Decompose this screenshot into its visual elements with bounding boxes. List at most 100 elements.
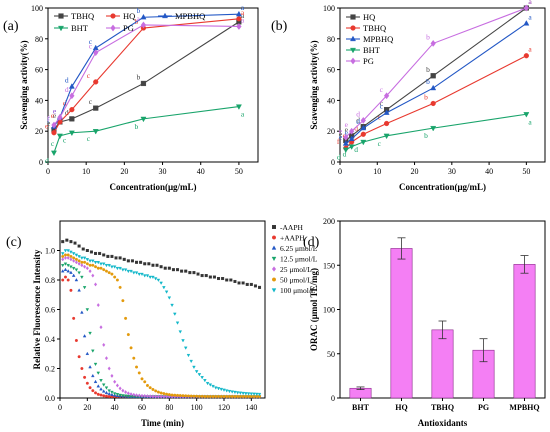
y-tick-label: 0 (39, 158, 43, 167)
data-point-minus-aaph (85, 248, 89, 252)
data-point-dose-6 (170, 303, 174, 308)
data-point-bht (92, 129, 99, 135)
data-point-dose-4 (83, 264, 87, 269)
data-point-dose-2 (82, 334, 87, 338)
data-point-dose-2 (77, 288, 81, 292)
legend-label: 50 μmol/L (280, 276, 312, 285)
data-point-dose-4 (63, 255, 68, 260)
data-point-dose-5 (137, 371, 141, 375)
legend-marker (271, 245, 277, 250)
x-tick-label: 60 (138, 403, 146, 412)
data-point-dose-4 (99, 325, 103, 330)
data-point-dose-6 (246, 392, 251, 396)
data-point-bht (430, 125, 437, 132)
data-point-dose-5 (143, 380, 147, 384)
data-point-dose-4 (118, 386, 122, 391)
data-point-dose-4 (140, 393, 144, 398)
data-point-dose-5 (145, 383, 149, 387)
data-point-minus-aaph (61, 240, 65, 244)
y-tick-label: 100 (31, 4, 43, 13)
significance-letter: d (356, 109, 360, 118)
data-point-hq (93, 79, 99, 85)
significance-letter: a (241, 8, 245, 17)
data-point-dose-6 (241, 391, 245, 396)
data-point-dose-4 (102, 342, 106, 347)
data-point-dose-6 (249, 392, 254, 396)
significance-letter: b (136, 72, 140, 81)
data-point-dose-6 (82, 256, 87, 260)
legend-marker-hq (110, 13, 116, 19)
significance-letter: e (53, 106, 57, 115)
data-point-dose-5 (167, 393, 171, 397)
data-point-dose-6 (244, 392, 248, 396)
y-tick-label: 60 (327, 66, 335, 75)
data-point-dose-4 (104, 356, 109, 361)
data-point-dose-5 (200, 394, 204, 398)
data-point-dose-5 (236, 395, 240, 399)
significance-letter: e (53, 111, 57, 120)
data-point-dose-6 (159, 281, 163, 285)
data-point-dose-6 (222, 388, 226, 392)
data-point-dose-4 (148, 394, 152, 399)
data-point-dose-6 (235, 391, 240, 395)
data-point-mpbhq (360, 124, 367, 131)
data-point-pg (348, 127, 355, 135)
data-point-dose-3 (60, 264, 65, 268)
x-tick-label: 20 (83, 403, 91, 412)
data-point-dose-5 (186, 394, 190, 398)
data-point-minus-aaph (163, 266, 167, 270)
data-point-plus-aaph (96, 392, 100, 396)
data-point-minus-aaph (77, 244, 81, 248)
data-point-dose-3 (115, 393, 120, 397)
x-tick-label: 0 (46, 167, 50, 176)
data-point-dose-6 (153, 277, 158, 281)
data-point-dose-5 (230, 395, 234, 399)
legend-label: 100 μmol/L (280, 286, 316, 295)
data-point-dose-5 (99, 266, 103, 270)
data-point-minus-aaph (229, 278, 233, 282)
y-tick-label: 40 (327, 96, 335, 105)
data-point-dose-5 (121, 299, 125, 303)
data-point-dose-5 (206, 395, 210, 399)
data-point-dose-4 (69, 257, 73, 262)
data-point-dose-2 (74, 278, 79, 282)
data-point-dose-6 (205, 382, 210, 386)
data-point-dose-5 (233, 395, 237, 399)
y-axis-label: Scavenging activity(%) (19, 40, 29, 129)
plot-frame (339, 7, 546, 163)
data-point-dose-4 (88, 269, 92, 274)
data-point-minus-aaph (73, 241, 77, 245)
legend-marker-pg (350, 57, 356, 65)
significance-letter: d (65, 108, 69, 117)
data-point-dose-4 (165, 394, 169, 399)
data-point-minus-aaph (233, 279, 237, 283)
data-point-plus-aaph (104, 394, 108, 398)
data-point-dose-5 (151, 387, 155, 391)
data-point-hq (430, 73, 436, 79)
data-point-dose-6 (238, 391, 243, 395)
panel-a: 0 10 20 30 40 50 0 20 40 60 80 100 Concentration(μg/… (3, 3, 259, 192)
legend-marker-tbhq (350, 25, 356, 31)
data-point-dose-5 (217, 395, 221, 399)
category-label: TBHQ (431, 403, 454, 412)
data-point-tbhq (140, 80, 147, 87)
data-point-dose-6 (101, 262, 106, 266)
data-point-dose-4 (154, 394, 158, 399)
data-point-dose-5 (159, 391, 163, 395)
y-tick-label: 0.0 (45, 394, 55, 403)
data-point-dose-6 (208, 383, 213, 387)
data-point-bht (235, 104, 242, 110)
significance-letter: a (241, 11, 245, 20)
data-point-dose-5 (113, 275, 117, 279)
data-point-dose-4 (121, 388, 125, 393)
data-point-plus-aaph (94, 391, 98, 395)
x-tick-label: 140 (245, 403, 257, 412)
data-point-dose-3 (80, 275, 84, 280)
data-point-plus-aaph (83, 375, 87, 379)
category-label: MPBHQ (509, 403, 539, 412)
plot-frame (47, 7, 259, 163)
data-point-minus-aaph (196, 272, 200, 276)
data-point-dose-6 (216, 387, 221, 391)
data-point-dose-5 (227, 395, 231, 399)
